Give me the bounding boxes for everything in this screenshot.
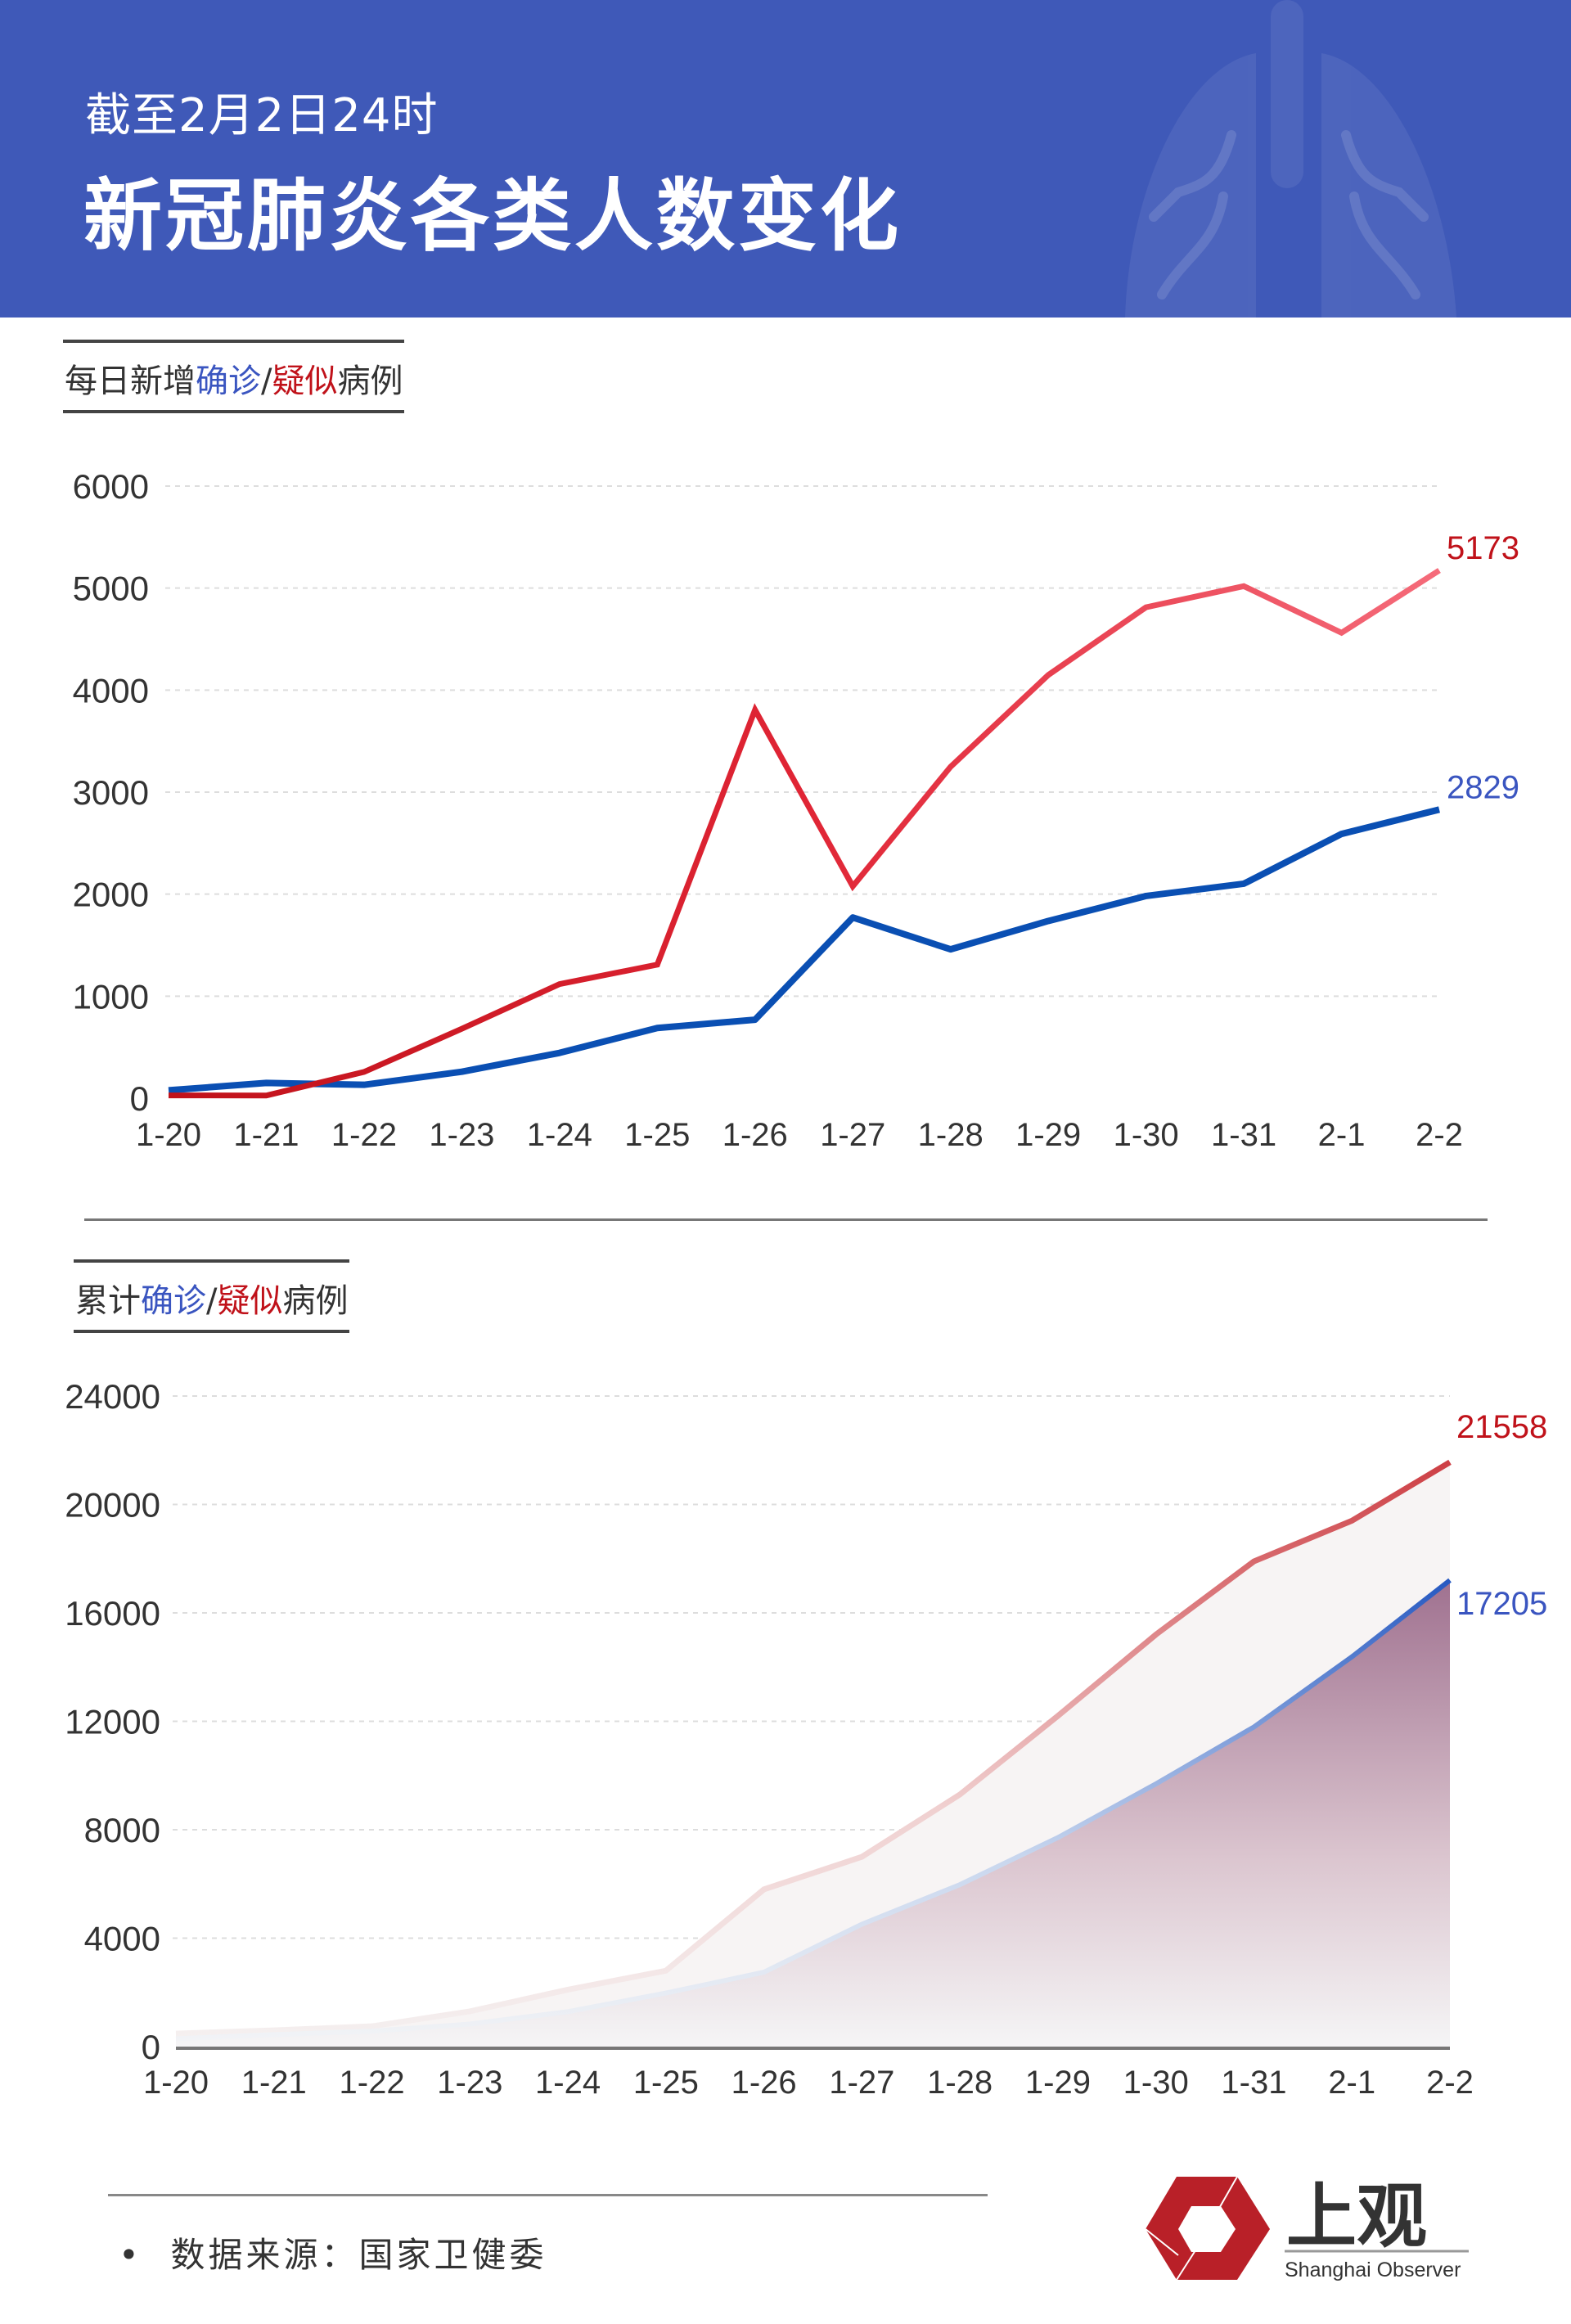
x-tick-label: 1-31 <box>1221 2065 1286 2101</box>
series-line-suspected <box>168 568 1441 1099</box>
x-tick-label: 1-22 <box>340 2065 405 2101</box>
cumulative-section-label: 累计确诊/疑似病例 <box>74 1259 350 1333</box>
y-tick-label: 8000 <box>84 1811 160 1849</box>
y-tick-label: 4000 <box>84 1920 160 1958</box>
label-part: / <box>206 1282 218 1320</box>
label-part-confirmed: 确诊 <box>196 363 261 400</box>
cumulative-area-chart: 0 4000 8000 12000 16000 20000 24000 1-20 1-21 1-2… <box>65 1377 1547 2101</box>
y-tick-label: 4000 <box>73 671 149 709</box>
end-value-label: 17205 <box>1456 1586 1547 1622</box>
daily-line-chart: 0 1000 2000 3000 4000 5000 6000 1-20 1-21 1-22 1-2… <box>73 467 1519 1153</box>
x-tick-label: 1-20 <box>143 2065 209 2101</box>
x-tick-label: 1-27 <box>829 2065 894 2101</box>
label-part-suspected: 疑似 <box>217 1282 283 1320</box>
x-tick-label: 1-23 <box>429 1117 494 1153</box>
x-tick-label: 2-2 <box>1416 1117 1463 1153</box>
x-tick-label: 1-27 <box>820 1117 885 1153</box>
y-tick-label: 3000 <box>73 773 149 812</box>
y-tick-label: 0 <box>130 1079 149 1118</box>
label-part-suspected: 疑似 <box>272 363 338 400</box>
label-part: 每日新增 <box>65 363 196 400</box>
label-part: 病例 <box>282 1282 349 1320</box>
y-tick-label: 6000 <box>73 467 149 506</box>
label-part: / <box>261 363 272 400</box>
series-line-confirmed <box>175 1578 1452 2042</box>
label-part: 病例 <box>337 363 403 400</box>
x-tick-label: 1-30 <box>1114 1117 1179 1153</box>
x-tick-label: 1-20 <box>136 1117 201 1153</box>
y-tick-label: 20000 <box>65 1486 160 1525</box>
x-tick-label: 1-22 <box>331 1117 397 1153</box>
series-line-confirmed <box>168 806 1440 1094</box>
logo-subtext: Shanghai Observer <box>1285 2259 1461 2281</box>
footer-divider <box>108 2194 988 2196</box>
header-title: 新冠肺炎各类人数变化 <box>83 170 902 262</box>
label-part: 累计 <box>75 1282 141 1320</box>
x-tick-label: 2-2 <box>1426 2065 1474 2101</box>
x-tick-label: 1-26 <box>731 2065 797 2101</box>
x-tick-label: 1-25 <box>624 1117 690 1153</box>
x-tick-label: 1-31 <box>1211 1117 1276 1153</box>
x-tick-label: 1-23 <box>437 2065 502 2101</box>
y-tick-label: 24000 <box>65 1377 160 1416</box>
end-value-label: 21558 <box>1456 1409 1547 1445</box>
daily-section-label: 每日新增确诊/疑似病例 <box>63 340 405 413</box>
y-tick-label: 2000 <box>73 876 149 914</box>
logo-text: 上观 <box>1286 2178 1427 2256</box>
y-tick-label: 0 <box>142 2028 160 2066</box>
x-tick-label: 2-1 <box>1328 2065 1375 2101</box>
end-value-label: 2829 <box>1447 769 1519 805</box>
data-source: • 数据来源：国家卫健委 <box>119 2227 547 2277</box>
x-tick-label: 1-29 <box>1025 2065 1091 2101</box>
data-source-text: 数据来源：国家卫健委 <box>170 2235 547 2275</box>
end-value-label: 5173 <box>1447 530 1519 566</box>
header-banner: 截至2月2日24时 新冠肺炎各类人数变化 <box>0 0 1571 318</box>
label-part-confirmed: 确诊 <box>141 1282 206 1320</box>
x-tick-label: 1-21 <box>233 1117 299 1153</box>
x-tick-label: 1-21 <box>241 2065 307 2101</box>
y-tick-label: 16000 <box>65 1594 160 1633</box>
x-tick-label: 2-1 <box>1318 1117 1366 1153</box>
y-tick-label: 5000 <box>73 570 149 608</box>
x-tick-label: 1-24 <box>535 2065 601 2101</box>
y-tick-label: 1000 <box>73 977 149 1016</box>
lungs-icon <box>1125 0 1456 318</box>
series-line-suspected <box>175 1459 1452 2037</box>
bullet: • <box>119 2235 142 2275</box>
y-tick-label: 12000 <box>65 1703 160 1741</box>
series-area-confirmed <box>176 1580 1450 2047</box>
x-tick-label: 1-28 <box>918 1117 984 1153</box>
shanghai-observer-logo: 上观 Shanghai Observer <box>1145 2173 1473 2287</box>
header-subtitle: 截至2月2日24时 <box>85 89 439 142</box>
x-tick-label: 1-30 <box>1123 2065 1189 2101</box>
x-tick-label: 1-24 <box>527 1117 592 1153</box>
x-tick-label: 1-25 <box>633 2065 699 2101</box>
section-divider <box>84 1218 1488 1221</box>
x-tick-label: 1-28 <box>927 2065 993 2101</box>
x-tick-label: 1-29 <box>1015 1117 1081 1153</box>
x-tick-label: 1-26 <box>722 1117 788 1153</box>
